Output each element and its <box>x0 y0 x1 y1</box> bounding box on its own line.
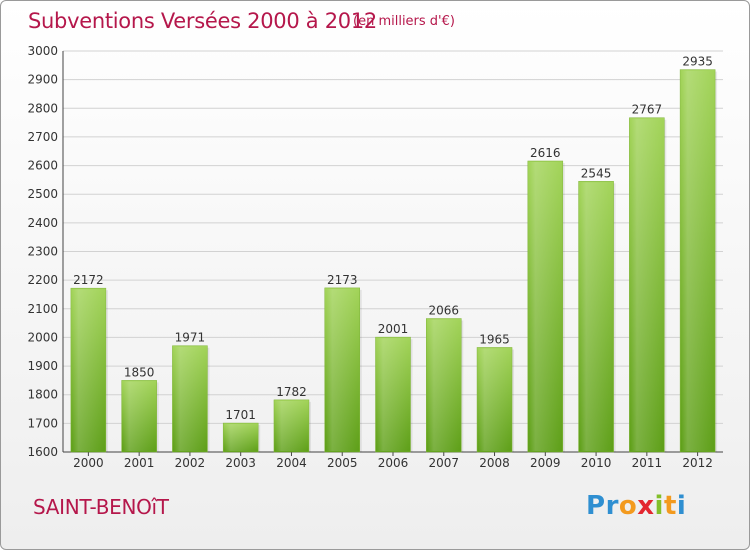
y-tick-label: 2300 <box>27 245 58 259</box>
bar-highlight <box>376 338 410 451</box>
x-tick-label: 2006 <box>378 456 409 470</box>
bar-highlight <box>478 348 512 451</box>
y-tick-label: 2100 <box>27 302 58 316</box>
logo-letter: o <box>618 491 638 521</box>
data-label: 2616 <box>530 146 561 160</box>
x-tick-label: 2001 <box>124 456 155 470</box>
data-label: 1850 <box>124 365 155 379</box>
y-tick-label: 1600 <box>27 445 58 459</box>
bar-highlight <box>71 289 105 451</box>
bar-highlight <box>630 118 664 451</box>
y-tick-label: 2200 <box>27 273 58 287</box>
commune-name: SAINT-BENOîT <box>33 495 169 519</box>
x-tick-label: 2005 <box>327 456 358 470</box>
x-tick-label: 2008 <box>479 456 510 470</box>
data-label: 1782 <box>276 385 307 399</box>
y-tick-label: 2700 <box>27 130 58 144</box>
x-tick-label: 2002 <box>175 456 206 470</box>
y-tick-label: 1900 <box>27 359 58 373</box>
data-label: 1701 <box>225 408 256 422</box>
logo-letter: P <box>586 491 606 521</box>
data-label: 2173 <box>327 273 358 287</box>
logo-letter: t <box>663 491 677 521</box>
x-tick-label: 2003 <box>225 456 256 470</box>
data-label: 2935 <box>682 55 713 69</box>
y-tick-label: 2400 <box>27 216 58 230</box>
bar-highlight <box>681 70 715 451</box>
chart-unit: (en milliers d'€) <box>353 14 455 29</box>
y-tick-label: 3000 <box>27 44 58 58</box>
data-label: 1971 <box>175 331 206 345</box>
bar-highlight <box>122 381 156 451</box>
bar-highlight <box>427 319 461 451</box>
data-label: 2066 <box>428 304 459 318</box>
logo-letter: x <box>637 491 655 521</box>
chart-title: Subventions Versées 2000 à 2012 <box>28 9 377 33</box>
x-tick-label: 2004 <box>276 456 307 470</box>
bar-highlight <box>173 346 207 451</box>
x-tick-label: 2007 <box>428 456 459 470</box>
data-label: 2172 <box>73 273 104 287</box>
x-tick-label: 2011 <box>632 456 663 470</box>
data-label: 2767 <box>632 103 663 117</box>
y-tick-label: 2600 <box>27 159 58 173</box>
y-tick-label: 2500 <box>27 187 58 201</box>
proxiti-logo: Proxiti <box>586 491 686 521</box>
bar-highlight <box>528 161 562 451</box>
y-tick-label: 2000 <box>27 330 58 344</box>
data-label: 2545 <box>581 166 612 180</box>
bar-highlight <box>224 424 258 451</box>
x-tick-label: 2012 <box>682 456 713 470</box>
logo-letter: i <box>676 491 687 521</box>
data-label: 1965 <box>479 332 510 346</box>
y-tick-label: 2900 <box>27 73 58 87</box>
logo-letter: i <box>654 491 664 521</box>
logo-letter: r <box>605 491 619 521</box>
x-tick-label: 2010 <box>581 456 612 470</box>
y-tick-label: 2800 <box>27 101 58 115</box>
bar-highlight <box>325 288 359 451</box>
x-tick-label: 2000 <box>73 456 104 470</box>
data-label: 2001 <box>378 322 409 336</box>
bar-highlight <box>274 400 308 451</box>
y-tick-label: 1800 <box>27 388 58 402</box>
y-tick-label: 1700 <box>27 416 58 430</box>
x-tick-label: 2009 <box>530 456 561 470</box>
bar-highlight <box>579 182 613 451</box>
